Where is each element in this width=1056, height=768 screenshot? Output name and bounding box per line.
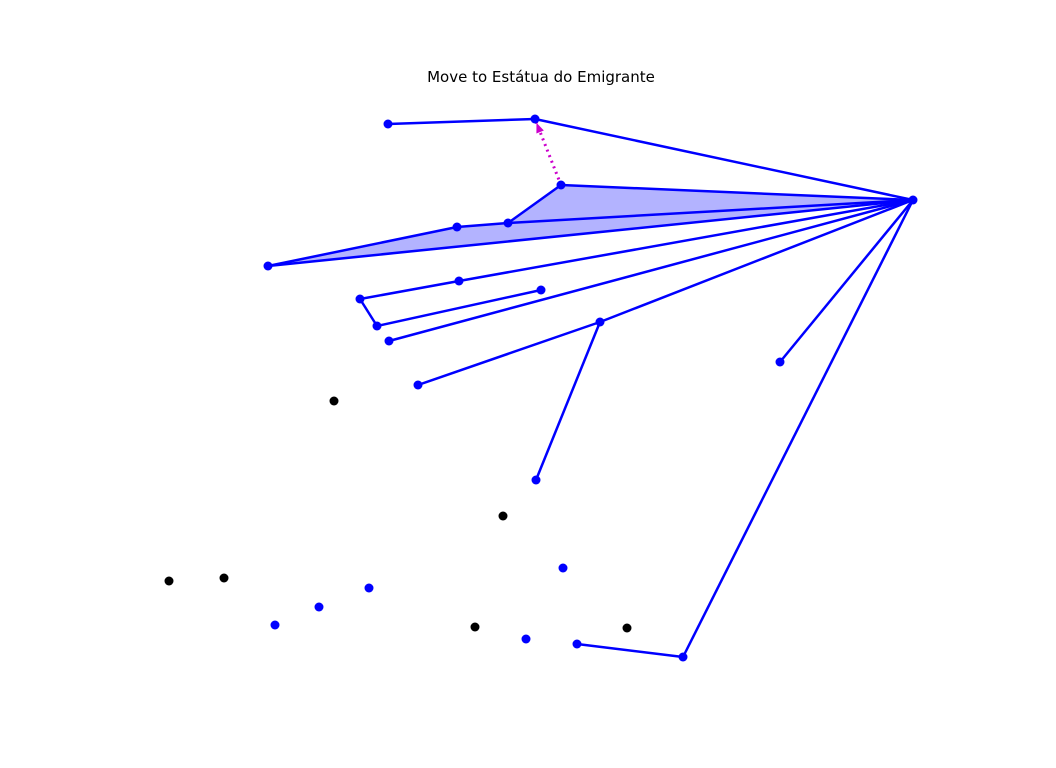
route-edge	[359, 279, 460, 301]
visited-node	[364, 583, 374, 593]
visited-node	[503, 218, 513, 228]
route-edge	[376, 288, 542, 328]
route-edge	[560, 183, 914, 202]
visited-node	[263, 261, 273, 271]
visited-node	[270, 620, 280, 630]
visited-node	[521, 634, 531, 644]
visited-node	[384, 336, 394, 346]
route-edge	[779, 199, 914, 363]
unvisited-node	[470, 622, 480, 632]
visited-node	[314, 602, 324, 612]
visited-node	[908, 195, 918, 205]
visited-node	[556, 180, 566, 190]
unvisited-node	[219, 573, 229, 583]
visited-node	[355, 294, 365, 304]
move-arrow-shaft	[535, 122, 563, 186]
route-edge	[456, 221, 509, 229]
visited-node	[775, 357, 785, 367]
visited-node	[531, 475, 541, 485]
route-edge	[507, 183, 562, 225]
route-edge	[534, 117, 914, 202]
node-layer	[164, 114, 918, 662]
visited-node	[558, 563, 568, 573]
route-edge	[387, 117, 536, 126]
route-edge	[534, 321, 602, 481]
route-edge	[507, 198, 914, 225]
unvisited-node	[164, 576, 174, 586]
visited-node	[383, 119, 393, 129]
route-edge	[458, 198, 914, 283]
visited-node	[572, 639, 582, 649]
visited-node	[452, 222, 462, 232]
filled-region-layer	[268, 185, 913, 266]
move-arrow-layer	[535, 122, 563, 186]
move-arrow-head	[536, 122, 544, 134]
route-edge	[388, 198, 914, 343]
route-edge	[417, 320, 601, 387]
visited-node	[454, 276, 464, 286]
filled-region	[268, 185, 913, 266]
visited-node	[536, 285, 546, 295]
visited-node	[372, 321, 382, 331]
visited-node	[595, 317, 605, 327]
diagram-title: Move to Estátua do Emigrante	[427, 68, 655, 86]
route-edge	[599, 198, 914, 324]
visited-node	[413, 380, 423, 390]
route-edge	[681, 199, 915, 658]
edge-layer	[267, 117, 915, 659]
unvisited-node	[498, 511, 508, 521]
route-edge	[267, 225, 458, 268]
visited-node	[530, 114, 540, 124]
visited-node	[678, 652, 688, 662]
unvisited-node	[622, 623, 632, 633]
route-edge	[576, 642, 684, 659]
unvisited-node	[329, 396, 339, 406]
route-edge	[267, 198, 914, 268]
route-edge	[358, 298, 379, 327]
